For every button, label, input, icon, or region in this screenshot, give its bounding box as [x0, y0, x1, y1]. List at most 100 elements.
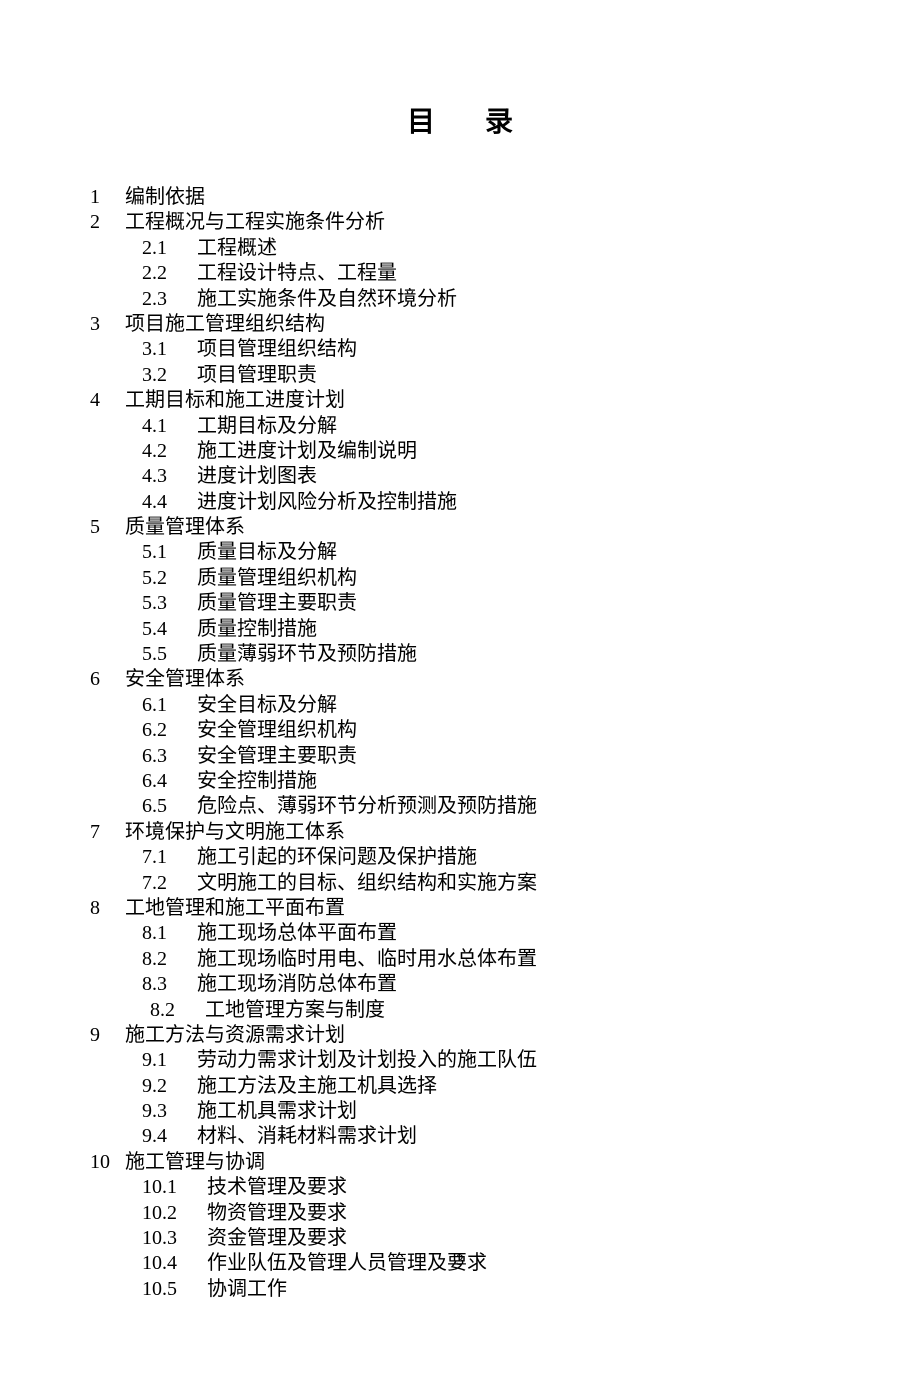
toc-section-10: 10施工管理与协调: [90, 1150, 830, 1175]
table-of-contents: 1编制依据 2工程概况与工程实施条件分析 2.1工程概述 2.2工程设计特点、工…: [90, 185, 830, 1302]
toc-label: 工地管理方案与制度: [205, 999, 385, 1021]
toc-subsection: 10.1技术管理及要求: [90, 1175, 830, 1200]
toc-num: 9.4: [142, 1124, 197, 1149]
toc-label: 施工方法与资源需求计划: [125, 1024, 345, 1046]
toc-subsection: 9.2施工方法及主施工机具选择: [90, 1074, 830, 1099]
toc-subsection: 6.5危险点、薄弱环节分析预测及预防措施: [90, 794, 830, 819]
toc-label: 项目管理职责: [197, 364, 317, 386]
toc-subsection: 9.4材料、消耗材料需求计划: [90, 1124, 830, 1149]
toc-subsection: 2.3施工实施条件及自然环境分析: [90, 287, 830, 312]
toc-subsection: 8.2工地管理方案与制度: [90, 998, 830, 1023]
toc-num: 3.1: [142, 337, 197, 362]
toc-num: 7.2: [142, 871, 197, 896]
toc-label: 施工实施条件及自然环境分析: [197, 288, 457, 310]
toc-num: 10: [90, 1150, 125, 1175]
toc-label: 安全管理组织机构: [197, 719, 357, 741]
toc-subsection: 9.3施工机具需求计划: [90, 1099, 830, 1124]
toc-num: 2.2: [142, 261, 197, 286]
toc-num: 5.4: [142, 617, 197, 642]
toc-subsection: 10.2物资管理及要求: [90, 1201, 830, 1226]
toc-num: 7.1: [142, 845, 197, 870]
toc-label: 施工引起的环保问题及保护措施: [197, 846, 477, 868]
toc-num: 6: [90, 667, 125, 692]
toc-num: 2: [90, 210, 125, 235]
toc-num: 5.1: [142, 540, 197, 565]
toc-section-1: 1编制依据: [90, 185, 830, 210]
toc-subsection: 6.1安全目标及分解: [90, 693, 830, 718]
toc-label: 质量控制措施: [197, 618, 317, 640]
toc-num: 4.4: [142, 490, 197, 515]
toc-section-8: 8工地管理和施工平面布置: [90, 896, 830, 921]
toc-label: 资金管理及要求: [207, 1227, 347, 1249]
toc-subsection: 6.4安全控制措施: [90, 769, 830, 794]
toc-num: 4.2: [142, 439, 197, 464]
toc-num: 6.2: [142, 718, 197, 743]
toc-subsection: 8.1施工现场总体平面布置: [90, 921, 830, 946]
toc-label: 工程概况与工程实施条件分析: [125, 211, 385, 233]
toc-num: 8.1: [142, 921, 197, 946]
toc-subsection: 3.1项目管理组织结构: [90, 337, 830, 362]
toc-subsection: 7.2文明施工的目标、组织结构和实施方案: [90, 871, 830, 896]
toc-num: 10.3: [142, 1226, 207, 1251]
toc-subsection: 5.4质量控制措施: [90, 617, 830, 642]
toc-subsection: 6.2安全管理组织机构: [90, 718, 830, 743]
toc-label: 材料、消耗材料需求计划: [197, 1125, 417, 1147]
toc-subsection: 2.2工程设计特点、工程量: [90, 261, 830, 286]
toc-subsection: 4.3进度计划图表: [90, 464, 830, 489]
toc-label: 进度计划图表: [197, 465, 317, 487]
toc-num: 9.3: [142, 1099, 197, 1124]
toc-num: 8.2: [142, 947, 197, 972]
toc-subsection: 5.5质量薄弱环节及预防措施: [90, 642, 830, 667]
toc-label: 劳动力需求计划及计划投入的施工队伍: [197, 1049, 537, 1071]
toc-section-2: 2工程概况与工程实施条件分析: [90, 210, 830, 235]
toc-label: 施工进度计划及编制说明: [197, 440, 417, 462]
toc-label: 文明施工的目标、组织结构和实施方案: [197, 872, 537, 894]
toc-num: 5.5: [142, 642, 197, 667]
toc-num: 5: [90, 515, 125, 540]
toc-num: 6.3: [142, 744, 197, 769]
toc-subsection: 4.4进度计划风险分析及控制措施: [90, 490, 830, 515]
toc-num: 6.4: [142, 769, 197, 794]
toc-label: 进度计划风险分析及控制措施: [197, 491, 457, 513]
toc-num: 10.5: [142, 1277, 207, 1302]
toc-section-6: 6安全管理体系: [90, 667, 830, 692]
toc-label: 施工方法及主施工机具选择: [197, 1075, 437, 1097]
toc-label: 环境保护与文明施工体系: [125, 821, 345, 843]
toc-label: 质量管理主要职责: [197, 592, 357, 614]
toc-label: 安全目标及分解: [197, 694, 337, 716]
toc-subsection: 6.3安全管理主要职责: [90, 744, 830, 769]
toc-label: 工地管理和施工平面布置: [125, 897, 345, 919]
toc-subsection: 10.5协调工作: [90, 1277, 830, 1302]
toc-num: 5.3: [142, 591, 197, 616]
toc-label: 质量管理组织机构: [197, 567, 357, 589]
toc-section-4: 4工期目标和施工进度计划: [90, 388, 830, 413]
toc-label: 安全管理体系: [125, 668, 245, 690]
toc-num: 5.2: [142, 566, 197, 591]
toc-num: 3: [90, 312, 125, 337]
toc-num: 8: [90, 896, 125, 921]
toc-num: 10.1: [142, 1175, 207, 1200]
toc-subsection: 7.1施工引起的环保问题及保护措施: [90, 845, 830, 870]
toc-label: 协调工作: [207, 1278, 287, 1300]
toc-label: 质量管理体系: [125, 516, 245, 538]
toc-label: 工期目标和施工进度计划: [125, 389, 345, 411]
toc-num: 6.5: [142, 794, 197, 819]
toc-label: 技术管理及要求: [207, 1176, 347, 1198]
toc-label: 物资管理及要求: [207, 1202, 347, 1224]
toc-section-5: 5质量管理体系: [90, 515, 830, 540]
toc-label: 项目管理组织结构: [197, 338, 357, 360]
toc-num: 4.3: [142, 464, 197, 489]
toc-num: 8.3: [142, 972, 197, 997]
toc-label: 安全控制措施: [197, 770, 317, 792]
toc-section-9: 9施工方法与资源需求计划: [90, 1023, 830, 1048]
toc-section-3: 3项目施工管理组织结构: [90, 312, 830, 337]
toc-num: 9: [90, 1023, 125, 1048]
toc-label: 项目施工管理组织结构: [125, 313, 325, 335]
toc-num: 6.1: [142, 693, 197, 718]
toc-num: 3.2: [142, 363, 197, 388]
toc-subsection: 8.3施工现场消防总体布置: [90, 972, 830, 997]
toc-label: 安全管理主要职责: [197, 745, 357, 767]
toc-num: 2.1: [142, 236, 197, 261]
toc-subsection: 5.3质量管理主要职责: [90, 591, 830, 616]
toc-label: 编制依据: [125, 186, 205, 208]
